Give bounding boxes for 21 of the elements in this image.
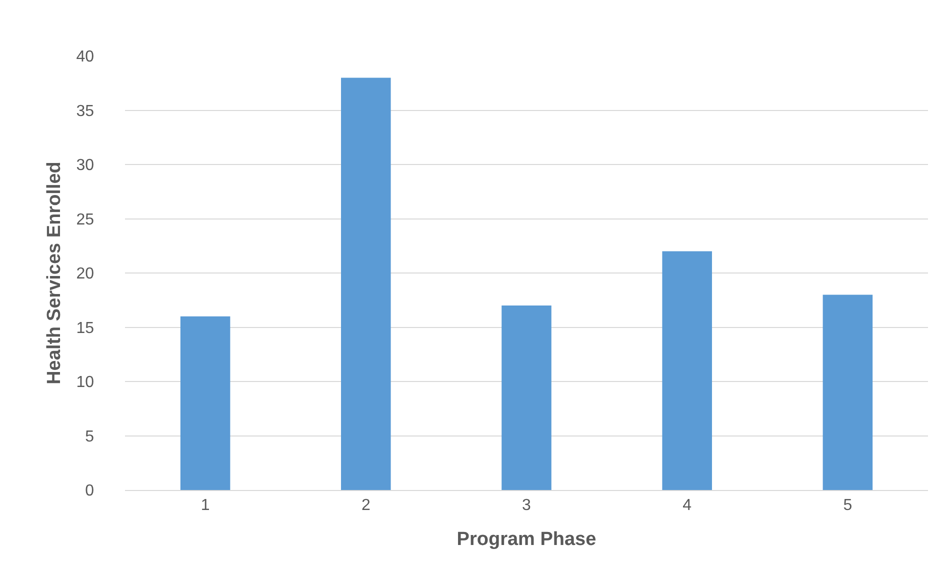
y-tick-label: 10	[76, 374, 94, 392]
y-tick-label: 15	[76, 320, 94, 337]
y-tick-label: 0	[85, 482, 94, 500]
x-tick-label: 2	[361, 497, 370, 514]
bar	[822, 294, 873, 490]
y-tick-label: 30	[76, 157, 94, 174]
y-tick-label: 25	[76, 211, 94, 228]
y-axis-title: Health Services Enrolled	[44, 162, 66, 384]
x-axis-title: Program Phase	[456, 529, 596, 550]
x-tick-label: 5	[843, 497, 852, 514]
bar	[180, 316, 230, 490]
y-tick-label: 40	[76, 48, 94, 66]
bar	[341, 78, 391, 490]
bar	[662, 251, 712, 490]
x-tick-label: 1	[200, 497, 210, 514]
x-tick-label: 3	[522, 497, 532, 514]
x-tick-label: 4	[682, 497, 692, 514]
y-tick-label: 5	[85, 428, 94, 446]
y-tick-label: 20	[76, 266, 94, 283]
bar	[502, 306, 552, 490]
y-tick-label: 35	[76, 102, 94, 120]
